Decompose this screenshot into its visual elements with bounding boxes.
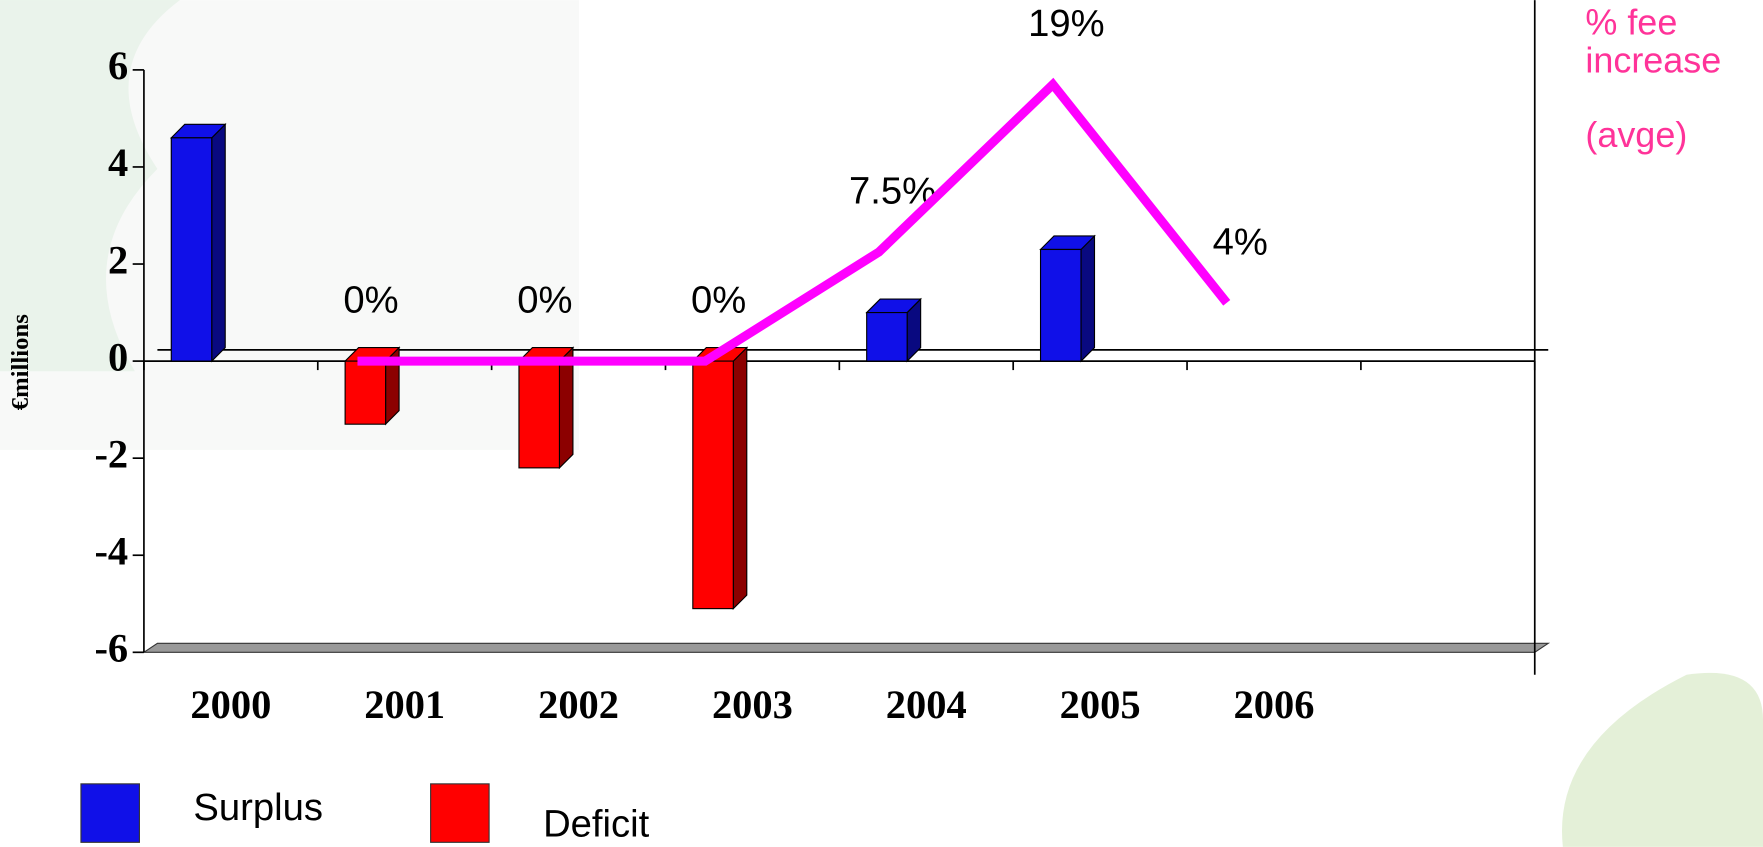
data-label: 0%: [343, 279, 398, 322]
y2-axis-label: % fee: [1585, 1, 1677, 42]
bar-side: [732, 346, 748, 610]
x-tick-label: 2001: [364, 682, 445, 727]
bar: [170, 137, 213, 362]
logo-decoration: [1561, 672, 1763, 847]
legend-swatch: [80, 783, 140, 843]
data-label: 4%: [1213, 220, 1268, 263]
y2-axis-label: (avge): [1585, 114, 1687, 155]
bar-side: [211, 122, 226, 363]
x-tick-label: 2000: [190, 682, 271, 727]
y-tick-label: 2: [108, 237, 128, 282]
data-label: 19%: [1028, 2, 1105, 45]
y-tick-label: 6: [108, 43, 128, 88]
y-tick-label: -4: [94, 529, 128, 574]
y2-axis-label: increase: [1585, 40, 1721, 81]
line: [357, 77, 1231, 366]
data-label: 0%: [517, 279, 572, 322]
floor: [142, 642, 1551, 653]
bar: [692, 360, 734, 610]
y-tick-label: -6: [94, 626, 128, 671]
legend-label: Deficit: [543, 803, 650, 846]
data-label: 0%: [691, 279, 746, 322]
y-tick-label: 0: [108, 334, 128, 379]
legend-swatch: [430, 783, 490, 843]
bar: [344, 360, 387, 425]
bar: [518, 360, 561, 469]
bar: [1039, 248, 1082, 362]
background-panel: [0, 0, 580, 450]
x-tick-label: 2003: [712, 682, 793, 727]
y-tick-label: 4: [108, 140, 128, 185]
x-tick-label: 2005: [1060, 682, 1141, 727]
legend-label: Surplus: [193, 786, 323, 829]
x-tick-label: 2002: [538, 682, 619, 727]
bar-side: [1080, 234, 1096, 363]
x-tick-label: 2004: [886, 682, 967, 727]
y-tick-label: -2: [94, 431, 128, 476]
bar-side: [558, 346, 574, 470]
x-tick-label: 2006: [1234, 682, 1315, 727]
bar: [866, 312, 908, 362]
y-axis-label: €millions: [7, 314, 34, 411]
